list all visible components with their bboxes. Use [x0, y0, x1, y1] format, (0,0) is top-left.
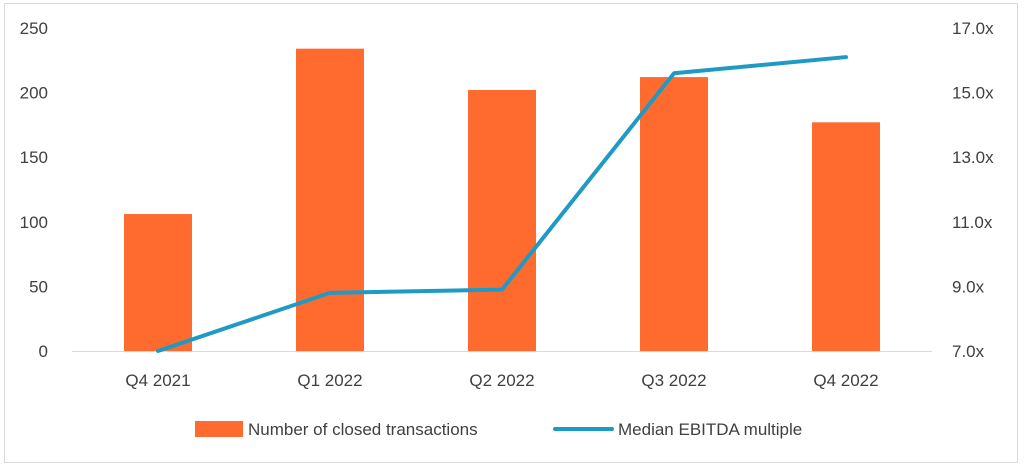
- left-axis-tick-label: 150: [20, 148, 48, 167]
- left-axis-tick-label: 200: [20, 84, 48, 103]
- category-label: Q4 2021: [125, 371, 190, 390]
- left-axis-tick-label: 250: [20, 19, 48, 38]
- right-axis-tick-label: 11.0x: [952, 213, 993, 232]
- right-axis-tick-label: 13.0x: [952, 148, 994, 167]
- legend-label-line: Median EBITDA multiple: [618, 420, 802, 439]
- right-axis-tick-label: 15.0x: [952, 84, 994, 103]
- bar: [296, 48, 364, 352]
- bar: [812, 122, 880, 351]
- legend-swatch-bar: [195, 421, 243, 437]
- left-axis-tick-label: 50: [29, 277, 48, 296]
- right-axis-tick-label: 7.0x: [952, 342, 985, 361]
- category-label: Q3 2022: [641, 371, 706, 390]
- line-series: [156, 55, 848, 353]
- right-axis-tick-label: 9.0x: [952, 277, 985, 296]
- right-axis-tick-label: 17.0x: [952, 19, 994, 38]
- legend-label-bar: Number of closed transactions: [248, 420, 478, 439]
- left-axis-tick-label: 0: [39, 342, 48, 361]
- category-label: Q2 2022: [469, 371, 534, 390]
- category-label: Q4 2022: [813, 371, 878, 390]
- bar: [640, 77, 708, 351]
- bar: [468, 90, 536, 352]
- bar: [124, 214, 192, 351]
- category-label: Q1 2022: [297, 371, 362, 390]
- left-axis-tick-label: 100: [20, 213, 48, 232]
